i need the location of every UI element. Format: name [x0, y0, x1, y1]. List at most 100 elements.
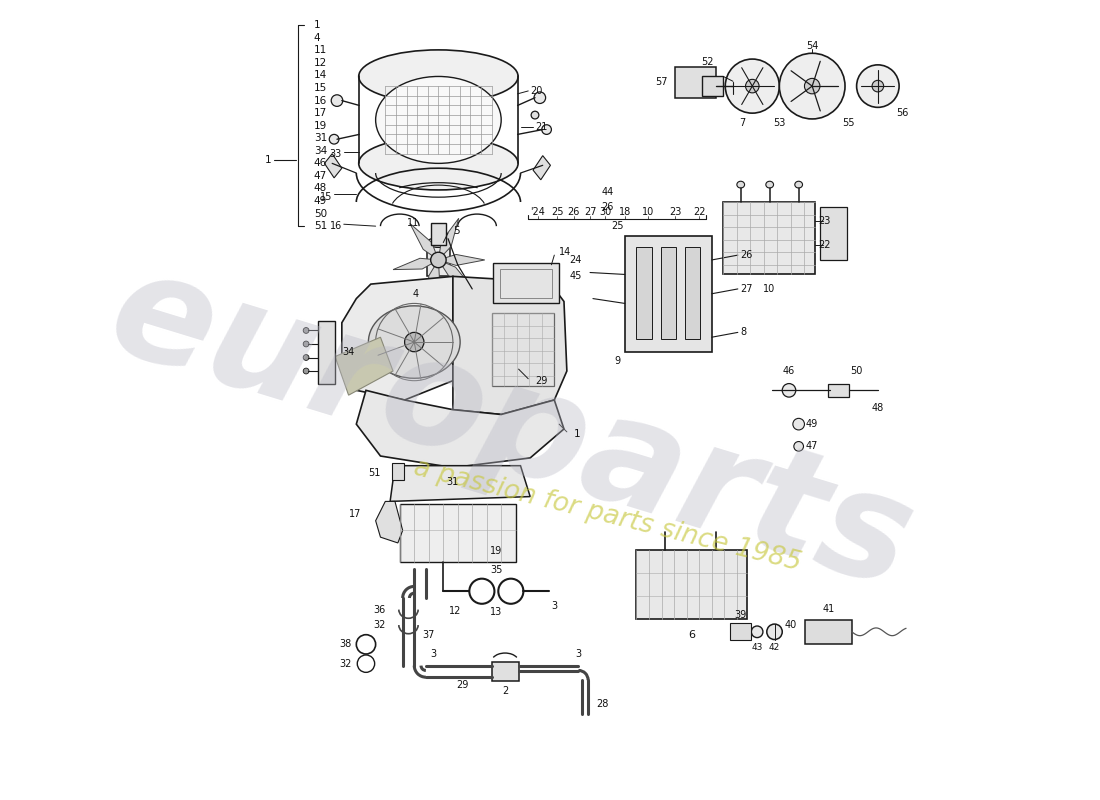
- Text: 50: 50: [850, 366, 862, 376]
- Text: 25: 25: [610, 221, 624, 231]
- Text: 27: 27: [740, 284, 754, 294]
- Text: 14: 14: [314, 70, 327, 81]
- Text: 29: 29: [456, 680, 469, 690]
- Text: 33: 33: [330, 149, 342, 158]
- Text: 26: 26: [602, 202, 614, 212]
- Text: 9: 9: [614, 356, 620, 366]
- Circle shape: [872, 80, 883, 92]
- Text: 18: 18: [618, 206, 631, 217]
- Circle shape: [751, 626, 763, 638]
- Text: 32: 32: [373, 620, 385, 630]
- Text: 40: 40: [784, 620, 798, 630]
- Text: 21: 21: [535, 122, 548, 132]
- Text: 5: 5: [453, 226, 460, 236]
- Polygon shape: [393, 258, 439, 270]
- Circle shape: [779, 54, 845, 119]
- Text: 48: 48: [314, 183, 327, 194]
- Text: 26: 26: [740, 250, 754, 260]
- Text: 42: 42: [769, 642, 780, 652]
- Text: 31: 31: [314, 134, 327, 143]
- Text: 17: 17: [349, 509, 361, 519]
- Text: 1: 1: [573, 429, 581, 439]
- Bar: [827, 383, 849, 397]
- Polygon shape: [410, 223, 439, 260]
- Text: 14: 14: [559, 247, 571, 258]
- Text: 49: 49: [806, 419, 818, 429]
- Text: europarts: europarts: [94, 238, 928, 619]
- Text: 19: 19: [314, 121, 327, 130]
- Text: a passion for parts since 1985: a passion for parts since 1985: [411, 455, 804, 577]
- Polygon shape: [453, 276, 566, 414]
- Bar: [318, 321, 336, 383]
- Bar: [724, 202, 815, 274]
- Text: 29: 29: [535, 376, 548, 386]
- Polygon shape: [336, 338, 393, 395]
- Polygon shape: [439, 254, 485, 266]
- Text: 26: 26: [568, 206, 580, 217]
- Text: 22: 22: [693, 206, 705, 217]
- Polygon shape: [439, 260, 474, 290]
- Text: 39: 39: [735, 610, 747, 620]
- Polygon shape: [390, 466, 530, 502]
- Circle shape: [746, 79, 759, 93]
- Text: 41: 41: [823, 604, 835, 614]
- Polygon shape: [342, 276, 453, 400]
- Text: 45: 45: [570, 271, 582, 282]
- Circle shape: [304, 327, 309, 334]
- Bar: [661, 247, 676, 339]
- Bar: [625, 236, 712, 352]
- Text: 7: 7: [739, 118, 746, 128]
- Text: 10: 10: [762, 284, 774, 294]
- Text: 52: 52: [701, 57, 714, 67]
- Bar: [684, 247, 700, 339]
- Text: 3: 3: [430, 649, 437, 659]
- Bar: [427, 242, 450, 276]
- Circle shape: [542, 125, 551, 134]
- Text: 25: 25: [551, 206, 563, 217]
- Ellipse shape: [795, 182, 803, 188]
- Text: 53: 53: [773, 118, 785, 128]
- Bar: [637, 550, 748, 619]
- Circle shape: [767, 624, 782, 639]
- Text: 34: 34: [314, 146, 327, 156]
- Text: 47: 47: [806, 442, 818, 451]
- Polygon shape: [439, 218, 459, 260]
- Circle shape: [304, 354, 309, 361]
- Text: 4: 4: [314, 33, 320, 43]
- Bar: [820, 207, 847, 260]
- Circle shape: [857, 65, 899, 107]
- Circle shape: [431, 252, 447, 268]
- Ellipse shape: [368, 306, 460, 378]
- Ellipse shape: [427, 238, 450, 247]
- Ellipse shape: [359, 50, 518, 103]
- Text: 23: 23: [818, 216, 830, 226]
- Text: 13: 13: [491, 607, 503, 618]
- Text: 57: 57: [654, 78, 668, 87]
- Ellipse shape: [737, 182, 745, 188]
- Circle shape: [534, 92, 546, 103]
- Text: 23: 23: [669, 206, 681, 217]
- Text: 27: 27: [584, 206, 596, 217]
- Text: 49: 49: [314, 196, 327, 206]
- Text: 1: 1: [265, 155, 272, 166]
- Circle shape: [304, 341, 309, 347]
- Text: 46: 46: [314, 158, 327, 168]
- Circle shape: [725, 59, 779, 113]
- Text: 56: 56: [895, 108, 909, 118]
- Text: 37: 37: [422, 630, 435, 640]
- Circle shape: [804, 78, 820, 94]
- Text: 24: 24: [570, 255, 582, 265]
- Text: 44: 44: [602, 187, 614, 198]
- Text: 6: 6: [688, 630, 695, 640]
- Circle shape: [405, 332, 424, 352]
- Text: 20: 20: [530, 86, 542, 96]
- Text: 11: 11: [407, 218, 419, 228]
- Text: 15: 15: [314, 83, 327, 93]
- Text: 12: 12: [449, 606, 461, 615]
- Ellipse shape: [766, 182, 773, 188]
- Text: 22: 22: [818, 241, 830, 250]
- Bar: [702, 77, 724, 96]
- Bar: [500, 269, 552, 298]
- Text: 3: 3: [575, 649, 582, 659]
- Bar: [637, 247, 652, 339]
